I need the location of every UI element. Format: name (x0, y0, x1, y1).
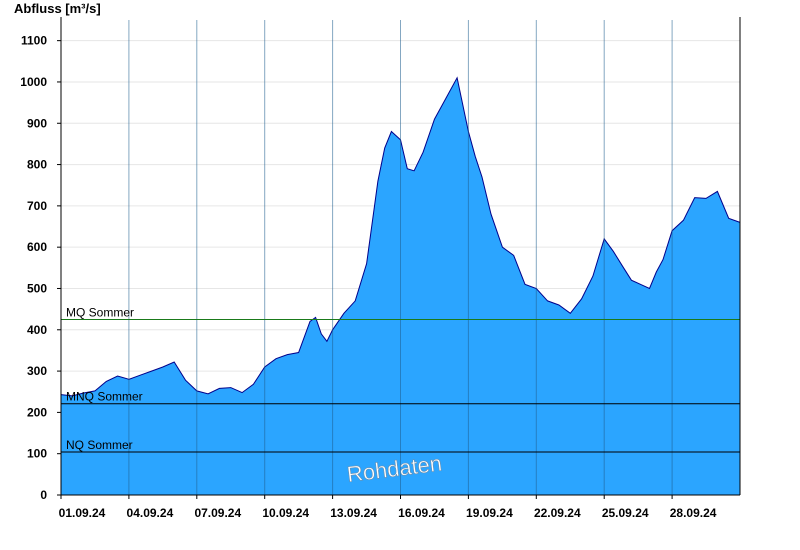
y-tick-label: 800 (27, 158, 47, 172)
y-tick-label: 0 (40, 488, 47, 502)
y-tick-label: 300 (27, 364, 47, 378)
x-tick-label: 28.09.24 (670, 506, 717, 520)
y-tick-label: 700 (27, 199, 47, 213)
y-tick-label: 200 (27, 405, 47, 419)
x-tick-label: 07.09.24 (194, 506, 241, 520)
y-axis-label: Abfluss [m³/s] (14, 1, 101, 16)
x-tick-label: 25.09.24 (602, 506, 649, 520)
y-tick-label: 400 (27, 323, 47, 337)
y-tick-label: 1000 (20, 75, 47, 89)
x-tick-label: 22.09.24 (534, 506, 581, 520)
y-tick-label: 500 (27, 281, 47, 295)
tick-labels: 0 100 200 300 400 500 600 700 800 900 1000 1100 01.0… (20, 34, 716, 520)
reference-lines: MQ Sommer MNQ Sommer NQ Sommer (61, 305, 740, 453)
x-tick-label: 10.09.24 (262, 506, 309, 520)
x-tick-label: 13.09.24 (330, 506, 377, 520)
axes (57, 17, 741, 499)
vertical-grid (128, 20, 673, 495)
reference-label: NQ Sommer (66, 438, 133, 452)
y-tick-label: 600 (27, 240, 47, 254)
discharge-line (60, 76, 741, 397)
y-tick-label: 900 (27, 116, 47, 130)
x-tick-label: 19.09.24 (466, 506, 513, 520)
x-tick-label: 01.09.24 (59, 506, 106, 520)
x-tick-label: 16.09.24 (398, 506, 445, 520)
reference-label: MQ Sommer (66, 305, 134, 319)
y-tick-label: 100 (27, 447, 47, 461)
x-tick-label: 04.09.24 (127, 506, 174, 520)
y-tick-label: 1100 (21, 34, 47, 48)
reference-label: MNQ Sommer (66, 390, 143, 404)
